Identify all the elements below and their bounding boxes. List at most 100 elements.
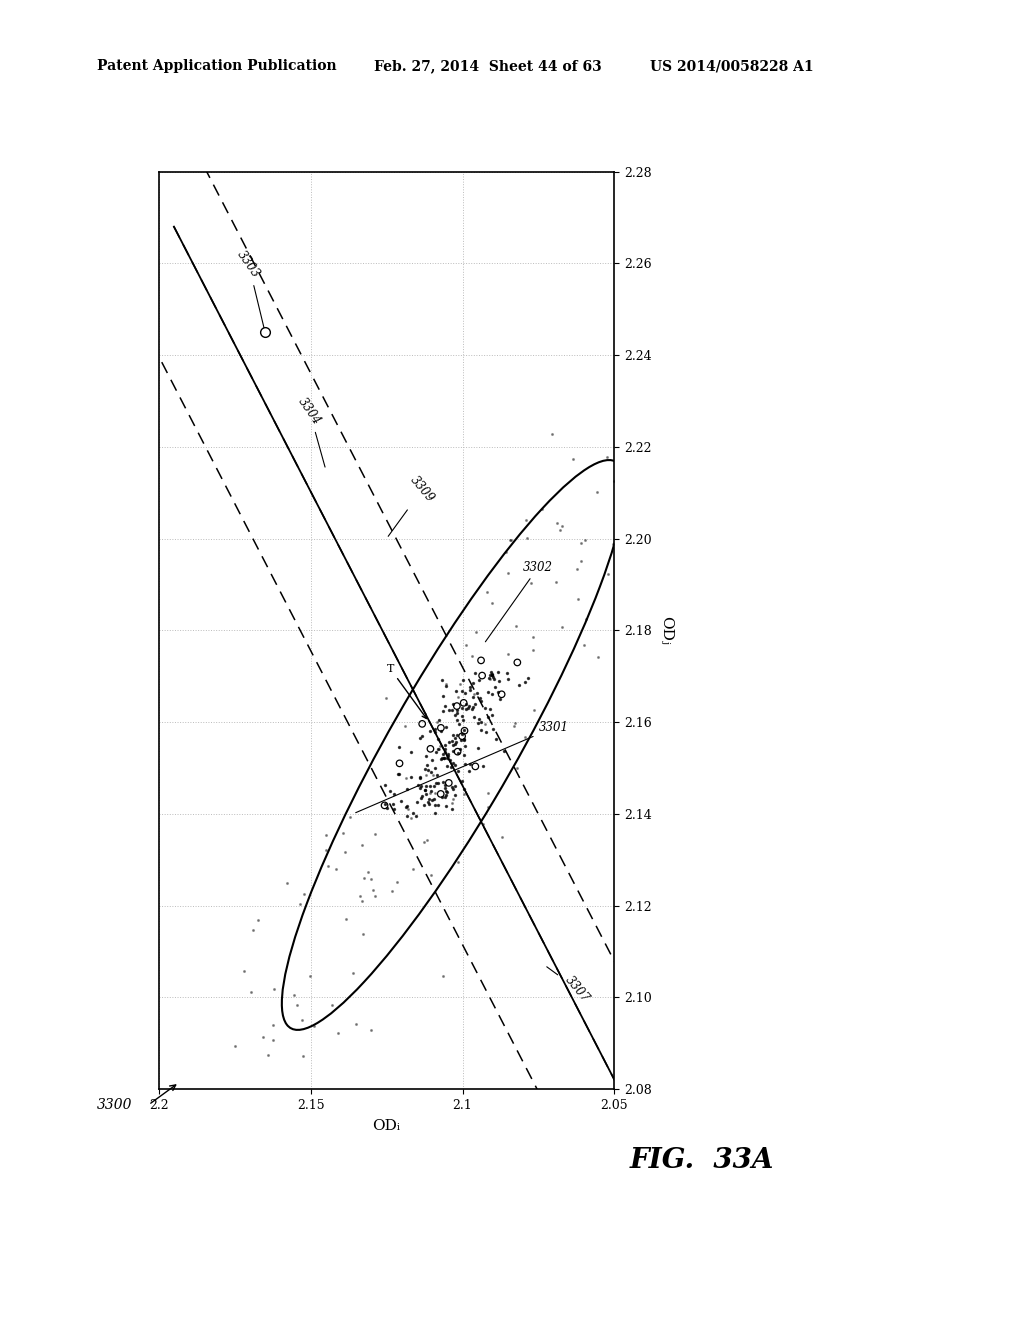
- Point: [418, 746, 434, 767]
- Point: [481, 664, 498, 685]
- Point: [474, 755, 490, 776]
- Point: [456, 692, 472, 713]
- Point: [427, 803, 443, 824]
- Point: [345, 962, 361, 983]
- Point: [423, 781, 439, 803]
- Point: [412, 727, 428, 748]
- Point: [436, 735, 453, 756]
- Point: [455, 710, 471, 731]
- Point: [524, 639, 541, 660]
- Point: [487, 729, 504, 750]
- X-axis label: ODᵢ: ODᵢ: [373, 1118, 400, 1133]
- Point: [324, 994, 340, 1015]
- Point: [479, 796, 496, 817]
- Point: [447, 754, 464, 775]
- Point: [422, 783, 438, 804]
- Point: [482, 698, 499, 719]
- Point: [457, 744, 473, 766]
- Point: [500, 562, 516, 583]
- Point: [430, 729, 446, 750]
- Point: [478, 722, 495, 743]
- Point: [417, 779, 433, 800]
- Point: [428, 764, 444, 785]
- Point: [487, 676, 504, 697]
- Point: [398, 805, 415, 826]
- Point: [421, 789, 437, 810]
- Point: [526, 700, 543, 721]
- Point: [426, 788, 442, 809]
- Point: [352, 886, 369, 907]
- Point: [437, 741, 454, 762]
- Point: [454, 697, 470, 718]
- Point: [377, 793, 393, 814]
- Point: [317, 825, 334, 846]
- Point: [397, 797, 414, 818]
- Point: [435, 966, 452, 987]
- Point: [447, 704, 464, 725]
- Point: [573, 550, 590, 572]
- Point: [552, 520, 568, 541]
- Text: US 2014/0058228 A1: US 2014/0058228 A1: [650, 59, 814, 74]
- Point: [412, 766, 428, 787]
- Point: [410, 774, 426, 795]
- Point: [378, 688, 394, 709]
- Point: [460, 698, 476, 719]
- Point: [423, 762, 439, 783]
- Point: [306, 1015, 323, 1036]
- Point: [474, 665, 490, 686]
- Point: [606, 471, 623, 492]
- Point: [470, 738, 486, 759]
- Point: [449, 700, 465, 721]
- Point: [489, 661, 506, 682]
- Point: [472, 688, 488, 709]
- Text: Patent Application Publication: Patent Application Publication: [97, 59, 337, 74]
- Point: [446, 784, 463, 805]
- Text: 3304: 3304: [296, 395, 325, 467]
- Point: [500, 644, 516, 665]
- Point: [420, 792, 436, 813]
- Point: [279, 873, 295, 894]
- Point: [359, 862, 376, 883]
- Point: [431, 738, 447, 759]
- Point: [436, 774, 453, 795]
- Point: [446, 776, 463, 797]
- Point: [456, 729, 472, 750]
- Point: [599, 564, 615, 585]
- Point: [245, 919, 261, 940]
- Point: [467, 622, 483, 643]
- Point: [430, 795, 446, 816]
- Point: [466, 706, 482, 727]
- Point: [439, 747, 456, 768]
- Point: [572, 532, 589, 553]
- Point: [438, 717, 455, 738]
- Point: [483, 665, 500, 686]
- Point: [335, 822, 351, 843]
- Point: [379, 797, 395, 818]
- Point: [599, 446, 615, 467]
- Point: [391, 737, 408, 758]
- Point: [451, 714, 467, 735]
- Point: [434, 669, 451, 690]
- Point: [366, 880, 382, 902]
- Point: [444, 725, 461, 746]
- Point: [431, 735, 447, 756]
- Point: [462, 754, 478, 775]
- Point: [412, 777, 428, 799]
- Point: [431, 710, 447, 731]
- Point: [481, 668, 498, 689]
- Point: [472, 711, 488, 733]
- Point: [433, 748, 450, 770]
- Point: [449, 725, 465, 746]
- Point: [439, 743, 456, 764]
- Point: [424, 750, 440, 771]
- Point: [295, 1045, 311, 1067]
- Text: 3309: 3309: [388, 474, 437, 536]
- Point: [439, 781, 456, 803]
- Point: [432, 783, 449, 804]
- Point: [492, 689, 508, 710]
- Point: [289, 994, 305, 1015]
- Point: [260, 1044, 276, 1065]
- Point: [421, 793, 437, 814]
- Point: [467, 663, 483, 684]
- Point: [427, 758, 443, 779]
